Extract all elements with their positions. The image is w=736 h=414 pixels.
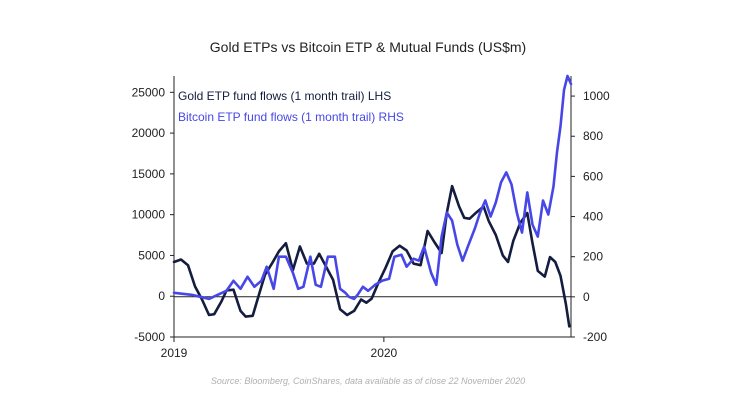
left-tick-label: 20000: [132, 126, 166, 140]
right-tick-label: 800: [583, 129, 603, 143]
right-tick-label: 400: [583, 210, 603, 224]
left-tick-label: 5000: [138, 248, 165, 262]
legend-gold: Gold ETP fund flows (1 month trail) LHS: [178, 89, 391, 103]
gold-etp-flows-line: [172, 184, 571, 328]
left-tick-label: 25000: [132, 85, 166, 99]
x-tick-label: 2019: [161, 346, 188, 360]
source-note: Source: Bloomberg, CoinShares, data avai…: [211, 376, 525, 386]
right-tick-label: 600: [583, 169, 603, 183]
chart-title: Gold ETPs vs Bitcoin ETP & Mutual Funds …: [210, 39, 526, 55]
right-tick-label: 1000: [583, 89, 610, 103]
x-axis: 2019 2020: [161, 337, 398, 360]
left-axis: -5000 0 5000 10000 15000 20000 25000: [132, 85, 174, 344]
right-tick-label: 200: [583, 250, 603, 264]
left-tick-label: -5000: [134, 330, 165, 344]
left-tick-label: 15000: [132, 167, 166, 181]
right-tick-label: 0: [583, 290, 590, 304]
left-tick-label: 0: [158, 289, 165, 303]
legend-bitcoin: Bitcoin ETP fund flows (1 month trail) R…: [178, 110, 404, 124]
x-tick-label: 2020: [371, 346, 398, 360]
left-tick-label: 10000: [132, 208, 166, 222]
bitcoin-etp-flows-line: [172, 74, 573, 301]
right-axis: -200 0 200 400 600 800 1000: [571, 89, 610, 344]
right-tick-label: -200: [583, 330, 607, 344]
